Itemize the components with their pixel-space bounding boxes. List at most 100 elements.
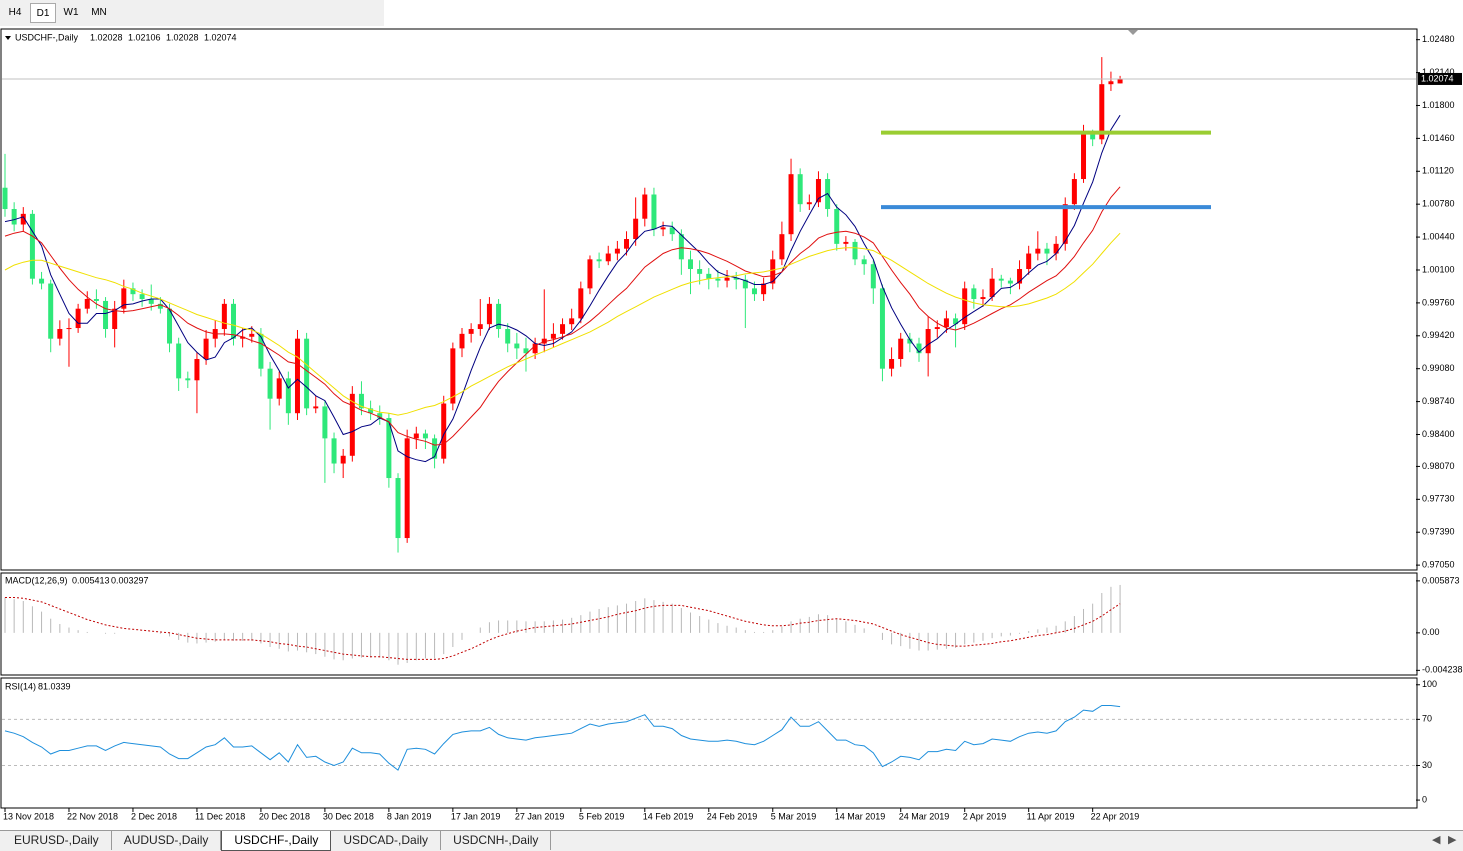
tab[interactable]: USDCAD-,Daily [331,831,442,850]
candle-body [889,359,895,369]
chart: USDCHF-,Daily 1.02028 1.02106 1.02028 1.… [0,28,1463,821]
candle-body [75,308,81,329]
candle-body [121,288,127,309]
candle-body [953,318,959,325]
y-tick-label: 0.97390 [1422,527,1455,537]
candle-body [349,393,355,456]
candle-body [971,288,977,300]
ohlc-low: 1.02028 [166,32,199,42]
candle-body [943,318,949,328]
candle-body [258,333,264,369]
candle-body [879,288,885,369]
rsi-window [0,677,1418,809]
candle-body [788,174,794,235]
candle-body [751,288,757,295]
timeframe-button[interactable]: D1 [30,3,56,23]
candle-body [486,303,492,325]
candle-body [770,259,776,284]
tab[interactable]: USDCHF-,Daily [221,831,332,851]
x-tick-label: 17 Jan 2019 [451,811,501,821]
macd-title: MACD(12,26,9) [5,575,68,585]
candle-body [624,239,630,249]
y-tick-label: 1.00440 [1422,231,1455,241]
ohlc-open: 1.02028 [90,32,123,42]
candle-body [1071,179,1077,205]
y-tick-label: 1.01120 [1422,166,1454,176]
candle-body [194,359,200,381]
candle-body [112,308,118,330]
candle-body [57,329,63,339]
candle-body [1117,78,1123,84]
candle-body [560,324,566,334]
timeframe-button[interactable]: H4 [8,7,22,18]
candle-body [1108,81,1114,85]
candle-body [377,413,383,419]
candle-body [285,378,291,414]
timeframe-button[interactable]: MN [91,7,107,18]
x-tick-label: 20 Dec 2018 [259,811,310,821]
candle-body [322,406,328,439]
candle-body [843,241,849,244]
candle-body [733,277,739,280]
candle-body [642,194,648,219]
candle-body [413,433,419,439]
candle-body [249,333,255,337]
macd-value: 0.005413 [72,575,110,585]
candle-body [395,478,401,539]
moving-average [4,114,1121,463]
y-tick-label: 0.00 [1422,627,1440,637]
candle-body [532,343,538,354]
candle-body [797,174,803,205]
candle-body [1017,269,1023,284]
candle-body [1099,84,1105,140]
scroll-right[interactable]: ▶ [1448,834,1457,846]
candle-body [660,227,666,230]
timeframe-toolbar: H4 D1 W1 MN [0,0,386,26]
candle-body [267,368,273,399]
price-label: 1.02074 [1421,73,1454,83]
x-tick-label: 5 Mar 2019 [771,811,817,821]
y-tick-label: 0.98070 [1422,461,1455,471]
y-tick-label: 0 [1422,794,1427,804]
candle-body [587,259,593,289]
candle-body [669,227,675,235]
candle-body [1044,248,1050,254]
candle-body [1081,134,1087,180]
x-tick-label: 27 Jan 2019 [515,811,565,821]
candle-body [368,408,374,414]
candle-body [980,297,986,300]
y-tick-label: 1.00780 [1422,199,1455,209]
rsi-title: RSI(14) [5,681,36,691]
y-tick-label: 0.97050 [1422,560,1455,570]
x-tick-label: 14 Feb 2019 [643,811,694,821]
candle-body [477,324,483,330]
candle-body [48,283,54,339]
candle-body [916,343,922,354]
tab[interactable]: EURUSD-,Daily [2,831,112,850]
candle-body [989,278,995,298]
timeframe-button[interactable]: W1 [63,7,79,18]
candle-body [294,338,300,414]
y-tick-label: 1.02140 [1422,67,1455,77]
candle-body [998,278,1004,281]
candle-body [614,248,620,254]
candle-body [569,318,575,325]
candle-body [93,299,99,301]
candle-body [697,269,703,274]
x-tick-label: 11 Dec 2018 [195,811,245,821]
candle-body [651,194,657,230]
scroll-left[interactable]: ◀ [1432,834,1441,846]
x-tick-label: 24 Feb 2019 [707,811,758,821]
tab[interactable]: AUDUSD-,Daily [112,831,222,850]
y-tick-label: 1.01460 [1422,133,1455,143]
menu-triangle[interactable] [5,36,11,40]
candle-body [834,209,840,244]
candle-body [715,278,721,281]
candle-body [404,438,410,539]
candle-body [39,278,45,284]
candle-body [861,259,867,265]
y-tick-label: 1.01800 [1422,100,1455,110]
candle-body [468,329,474,334]
candle-body [962,288,968,325]
tab[interactable]: USDCNH-,Daily [441,831,552,850]
